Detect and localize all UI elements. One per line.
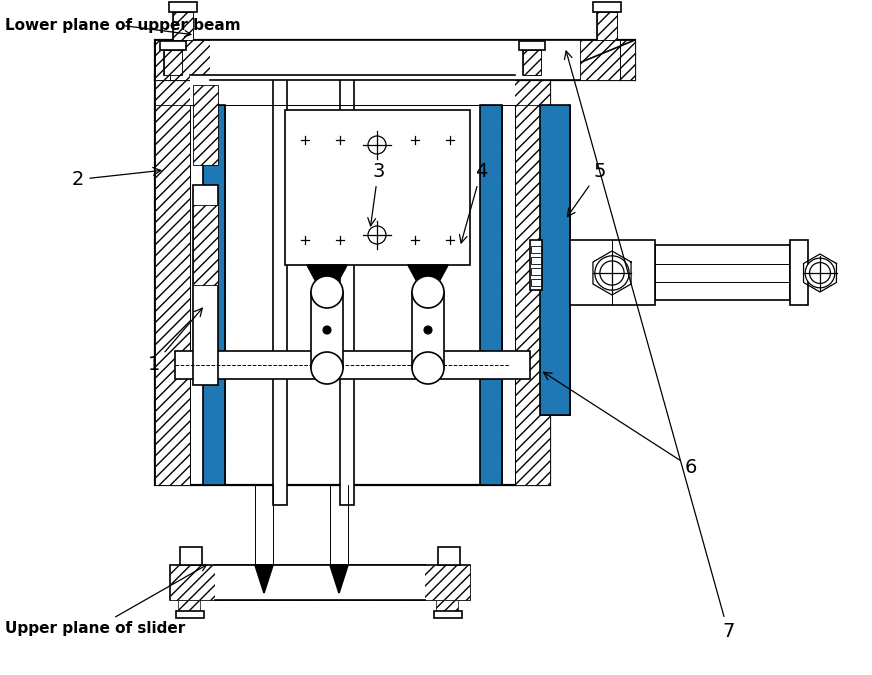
Circle shape: [424, 326, 432, 334]
Bar: [530, 240, 542, 290]
Bar: [203, 105, 225, 485]
Circle shape: [368, 226, 386, 244]
Circle shape: [311, 352, 343, 384]
Polygon shape: [307, 265, 347, 302]
Circle shape: [595, 256, 630, 290]
Bar: [540, 105, 570, 415]
Bar: [170, 565, 470, 600]
Bar: [540, 105, 570, 415]
Text: 2: 2: [72, 167, 160, 189]
Polygon shape: [255, 565, 273, 593]
Circle shape: [323, 326, 331, 334]
Bar: [193, 85, 218, 165]
Bar: [519, 41, 545, 50]
Bar: [531, 268, 541, 275]
Bar: [155, 75, 190, 485]
Text: 4: 4: [460, 162, 487, 243]
Bar: [210, 40, 580, 80]
Bar: [523, 50, 541, 75]
Text: 1: 1: [148, 308, 202, 374]
Bar: [170, 565, 470, 600]
Bar: [340, 75, 354, 505]
Bar: [193, 185, 218, 385]
Bar: [580, 40, 635, 80]
Bar: [164, 50, 182, 75]
Bar: [523, 50, 541, 75]
Text: Lower plane of upper beam: Lower plane of upper beam: [5, 18, 241, 36]
Bar: [515, 75, 550, 485]
Bar: [164, 50, 182, 75]
Bar: [173, 12, 193, 40]
Circle shape: [809, 263, 830, 283]
Bar: [593, 2, 621, 12]
Bar: [215, 565, 425, 600]
Text: 6: 6: [543, 372, 698, 477]
Circle shape: [412, 276, 444, 308]
Bar: [155, 75, 550, 105]
Bar: [176, 611, 204, 618]
Bar: [155, 75, 550, 485]
Bar: [531, 257, 541, 264]
Bar: [480, 105, 502, 485]
Bar: [597, 12, 617, 40]
Polygon shape: [330, 565, 348, 593]
Bar: [531, 279, 541, 286]
Circle shape: [602, 263, 622, 283]
Text: 7: 7: [564, 51, 734, 641]
Bar: [790, 240, 808, 305]
Circle shape: [812, 265, 828, 281]
Bar: [655, 245, 790, 300]
Bar: [193, 205, 218, 285]
Bar: [155, 40, 635, 80]
Bar: [273, 75, 287, 505]
Bar: [311, 292, 343, 368]
Bar: [190, 75, 515, 105]
Bar: [285, 110, 470, 265]
Polygon shape: [408, 265, 448, 302]
Bar: [155, 40, 210, 80]
Circle shape: [311, 276, 343, 308]
Circle shape: [805, 258, 835, 288]
Text: Upper plane of slider: Upper plane of slider: [5, 565, 207, 636]
Bar: [436, 600, 458, 614]
Bar: [169, 2, 197, 12]
Bar: [438, 547, 460, 565]
Bar: [175, 351, 530, 379]
Bar: [412, 292, 444, 368]
Bar: [180, 547, 202, 565]
Bar: [570, 240, 655, 305]
Text: 3: 3: [368, 162, 385, 226]
Bar: [160, 41, 186, 50]
Bar: [480, 105, 502, 485]
Bar: [597, 12, 617, 40]
Bar: [203, 105, 225, 485]
Bar: [434, 611, 462, 618]
Circle shape: [600, 261, 624, 285]
Bar: [173, 12, 193, 40]
Bar: [178, 600, 200, 614]
Text: 5: 5: [568, 162, 605, 217]
Circle shape: [412, 352, 444, 384]
Circle shape: [368, 136, 386, 154]
Bar: [531, 246, 541, 253]
